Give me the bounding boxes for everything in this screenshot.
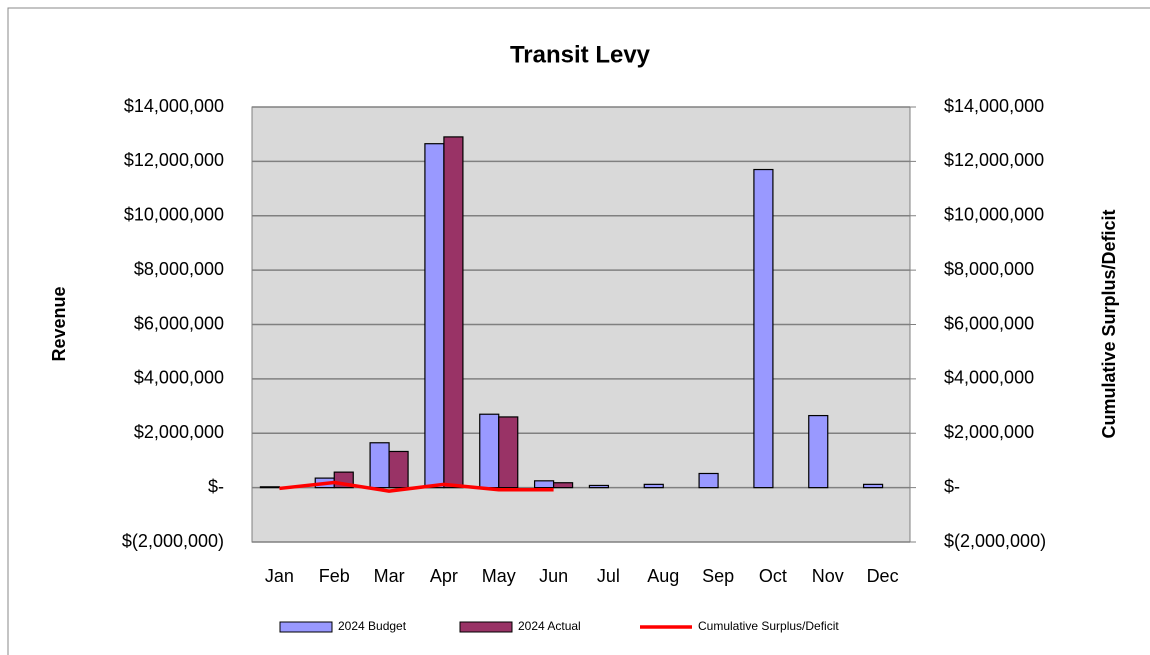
bar (698, 472, 719, 489)
x-tick-label: Sep (702, 566, 734, 586)
x-tick-label: Apr (430, 566, 458, 586)
y2-tick-label: $8,000,000 (944, 259, 1034, 279)
y2-tick-label: $12,000,000 (944, 150, 1044, 170)
legend-label: 2024 Budget (338, 619, 407, 633)
bar (588, 484, 610, 489)
x-tick-label: May (482, 566, 516, 586)
bar (369, 442, 390, 489)
y-tick-label: $4,000,000 (134, 368, 224, 388)
x-tick-label: Mar (374, 566, 405, 586)
x-tick-label: Jun (539, 566, 568, 586)
y2-tick-label: $4,000,000 (944, 368, 1034, 388)
bar (808, 414, 829, 489)
legend-label: 2024 Actual (518, 619, 581, 633)
bar (753, 168, 774, 489)
chart-title: Transit Levy (510, 41, 651, 68)
bar (862, 483, 884, 489)
y-axis-label: Revenue (49, 286, 69, 361)
y-tick-label: $2,000,000 (134, 422, 224, 442)
bar (643, 483, 664, 489)
y2-tick-label: $(2,000,000) (944, 531, 1046, 551)
bar (443, 136, 464, 489)
bar (533, 480, 555, 489)
bar (388, 450, 409, 489)
y-tick-label: $14,000,000 (124, 96, 224, 116)
legend-swatch (279, 621, 333, 633)
bar (498, 416, 519, 489)
x-tick-label: Nov (812, 566, 844, 586)
x-tick-label: Jul (597, 566, 620, 586)
x-tick-label: Feb (319, 566, 350, 586)
y-tick-label: $6,000,000 (134, 313, 224, 333)
bar (424, 143, 445, 489)
x-tick-label: Aug (647, 566, 679, 586)
y-tick-label: $10,000,000 (124, 205, 224, 225)
y-tick-label: $(2,000,000) (122, 531, 224, 551)
bar (552, 482, 574, 489)
x-tick-label: Dec (867, 566, 899, 586)
y2-axis-label: Cumulative Surplus/Deficit (1099, 209, 1119, 438)
y2-tick-label: $6,000,000 (944, 313, 1034, 333)
bar (259, 486, 281, 489)
y2-tick-label: $- (944, 476, 960, 496)
legend-swatch (459, 621, 513, 633)
legend-label: Cumulative Surplus/Deficit (698, 619, 839, 633)
y-tick-label: $12,000,000 (124, 150, 224, 170)
y-tick-label: $8,000,000 (134, 259, 224, 279)
y2-tick-label: $14,000,000 (944, 96, 1044, 116)
x-tick-label: Oct (759, 566, 787, 586)
y2-tick-label: $10,000,000 (944, 205, 1044, 225)
frame (7, 7, 1150, 655)
line (279, 480, 554, 493)
y-tick-label: $- (208, 476, 224, 496)
y2-tick-label: $2,000,000 (944, 422, 1034, 442)
bar (479, 413, 500, 489)
x-tick-label: Jan (265, 566, 294, 586)
